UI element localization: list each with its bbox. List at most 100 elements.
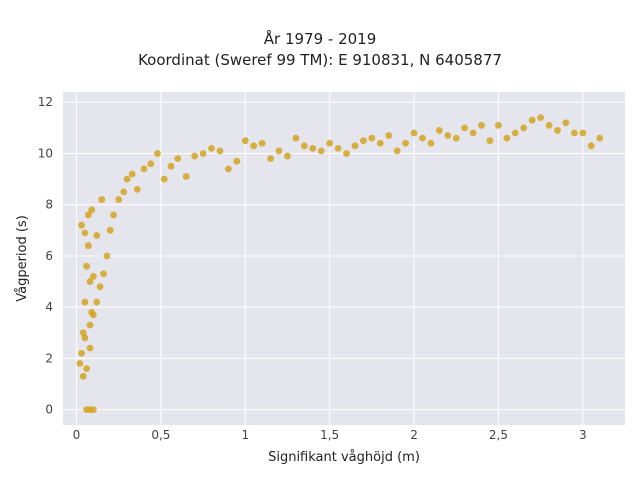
x-axis-label: Signifikant våghöjd (m): [268, 450, 420, 465]
x-tick-label: 3: [579, 428, 587, 442]
data-point: [368, 134, 376, 142]
y-axis-ticks: 0 2 4 6 8 10 12: [38, 95, 53, 416]
data-point: [478, 121, 485, 129]
data-point: [89, 311, 97, 319]
y-tick-label: 0: [45, 403, 53, 417]
data-point: [317, 147, 325, 155]
data-point: [292, 134, 300, 142]
chart-title: År 1979 - 2019: [263, 30, 377, 48]
data-point: [81, 229, 89, 237]
data-point: [78, 221, 85, 229]
data-point: [427, 139, 435, 147]
data-point: [191, 152, 199, 160]
data-point: [385, 132, 393, 139]
data-point: [419, 134, 426, 142]
data-point: [495, 121, 502, 129]
data-point: [123, 175, 131, 183]
data-point: [545, 121, 553, 129]
data-point: [326, 139, 334, 147]
data-point: [140, 165, 148, 173]
data-point: [120, 188, 128, 196]
data-point: [84, 242, 92, 250]
data-point: [128, 170, 136, 178]
y-tick-label: 2: [45, 351, 53, 365]
data-point: [89, 406, 97, 414]
data-point: [275, 147, 283, 155]
data-point: [79, 372, 87, 380]
data-point: [309, 144, 317, 152]
data-point: [84, 211, 92, 219]
data-point: [284, 152, 291, 160]
chart-subtitle: Koordinat (Sweref 99 TM): E 910831, N 64…: [138, 51, 502, 69]
data-point: [96, 283, 104, 291]
data-point: [154, 150, 161, 157]
data-point: [79, 329, 87, 337]
data-point: [461, 124, 469, 132]
y-tick-label: 10: [38, 146, 53, 160]
data-point: [376, 139, 384, 147]
data-point: [511, 129, 519, 137]
data-point: [258, 139, 266, 147]
data-point: [98, 196, 106, 203]
x-tick-label: 2: [410, 428, 418, 442]
data-point: [110, 211, 118, 219]
data-point: [486, 137, 494, 145]
data-point: [147, 160, 155, 168]
data-point: [360, 137, 367, 145]
data-point: [562, 119, 570, 127]
data-point: [402, 139, 410, 147]
data-point: [520, 124, 528, 132]
data-point: [81, 334, 89, 342]
data-point: [503, 134, 511, 142]
data-point: [174, 155, 182, 163]
data-point: [86, 344, 94, 352]
data-point: [435, 127, 443, 134]
data-point: [554, 127, 561, 134]
x-tick-label: 1: [241, 428, 249, 442]
x-tick-label: 0: [73, 428, 81, 442]
data-point: [160, 175, 168, 183]
data-point: [167, 162, 175, 170]
data-point: [267, 155, 274, 163]
data-point: [89, 273, 97, 280]
data-point: [93, 232, 101, 239]
data-point: [469, 129, 477, 137]
data-point: [596, 134, 604, 142]
data-point: [528, 116, 536, 124]
plot-background: [63, 92, 625, 425]
data-point: [579, 129, 587, 137]
data-point: [351, 142, 359, 150]
y-axis-label: Vågperiod (s): [15, 215, 30, 302]
x-axis-ticks: 0 0,5 1 1,5 2 2,5 3: [73, 428, 587, 442]
y-tick-label: 12: [38, 95, 53, 109]
x-tick-label: 2,5: [489, 428, 508, 442]
data-point: [343, 150, 350, 157]
data-point: [410, 129, 418, 137]
data-point: [83, 365, 91, 373]
data-point: [93, 298, 101, 306]
grid: [63, 92, 625, 425]
data-point: [106, 226, 114, 234]
data-point: [86, 278, 94, 285]
data-point: [393, 147, 401, 155]
data-point: [103, 252, 111, 260]
data-point: [86, 321, 94, 329]
y-tick-label: 8: [45, 198, 53, 212]
y-tick-label: 4: [45, 300, 53, 314]
x-tick-label: 1,5: [320, 428, 339, 442]
data-point: [76, 360, 84, 367]
data-point: [182, 173, 190, 180]
data-point: [216, 147, 224, 155]
x-tick-label: 0,5: [151, 428, 170, 442]
data-point: [570, 129, 578, 137]
data-point: [208, 144, 215, 152]
data-point: [199, 150, 207, 157]
data-points: [76, 114, 604, 414]
data-point: [83, 262, 91, 270]
data-point: [300, 142, 308, 150]
data-point: [444, 132, 452, 139]
data-point: [334, 144, 342, 152]
data-point: [78, 349, 85, 357]
